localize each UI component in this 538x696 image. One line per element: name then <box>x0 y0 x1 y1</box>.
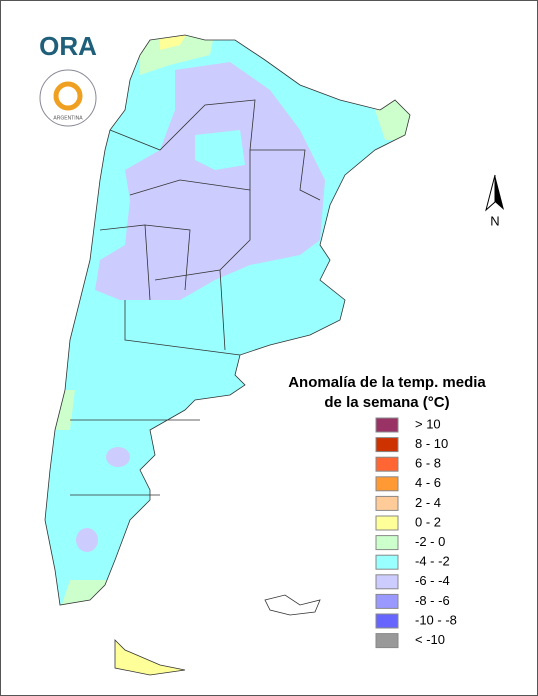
legend-label: -6 - -4 <box>415 573 450 588</box>
legend-swatch <box>375 554 399 570</box>
north-label: N <box>490 213 499 228</box>
legend-label: -2 - 0 <box>415 534 445 549</box>
legend-swatch <box>375 613 399 629</box>
legend-swatch <box>375 535 399 551</box>
north-arrow <box>495 175 504 210</box>
legend-swatch <box>375 456 399 472</box>
legend-swatch <box>375 495 399 511</box>
logo-seal <box>39 69 97 127</box>
legend-label: < -10 <box>415 632 445 647</box>
legend-title: de la semana (°C) <box>324 394 449 411</box>
legend-swatch <box>375 593 399 609</box>
logo-mark <box>53 81 83 111</box>
region-fill <box>140 35 215 75</box>
legend: Anomalía de la temp. media de la semana (… <box>288 374 486 649</box>
compass: N <box>485 174 504 228</box>
legend-label: -10 - -8 <box>415 612 457 627</box>
legend-title: Anomalía de la temp. media <box>288 374 486 391</box>
region-fill <box>76 528 98 552</box>
legend-swatch <box>375 633 399 649</box>
logo-brand: ORA <box>39 31 97 61</box>
legend-swatch <box>375 574 399 590</box>
legend-label: 8 - 10 <box>415 436 448 451</box>
region-fill <box>106 447 130 467</box>
logo-seal-text: ARGENTINA <box>53 115 83 121</box>
region-fill <box>195 130 245 170</box>
legend-swatch <box>375 417 399 433</box>
region-fill <box>160 35 190 50</box>
region-fill <box>95 62 325 300</box>
legend-label: -8 - -6 <box>415 593 450 608</box>
legend-swatch <box>375 437 399 453</box>
legend-label: 2 - 4 <box>415 495 441 510</box>
legend-label: > 10 <box>415 416 441 431</box>
legend-swatch <box>375 515 399 531</box>
legend-swatch <box>375 476 399 492</box>
legend-label: -4 - -2 <box>415 554 450 569</box>
legend-label: 0 - 2 <box>415 514 441 529</box>
legend-label: 6 - 8 <box>415 456 441 471</box>
logo: ORA ARGENTINA <box>39 31 97 127</box>
legend-label: 4 - 6 <box>415 475 441 490</box>
borders <box>44 34 411 676</box>
